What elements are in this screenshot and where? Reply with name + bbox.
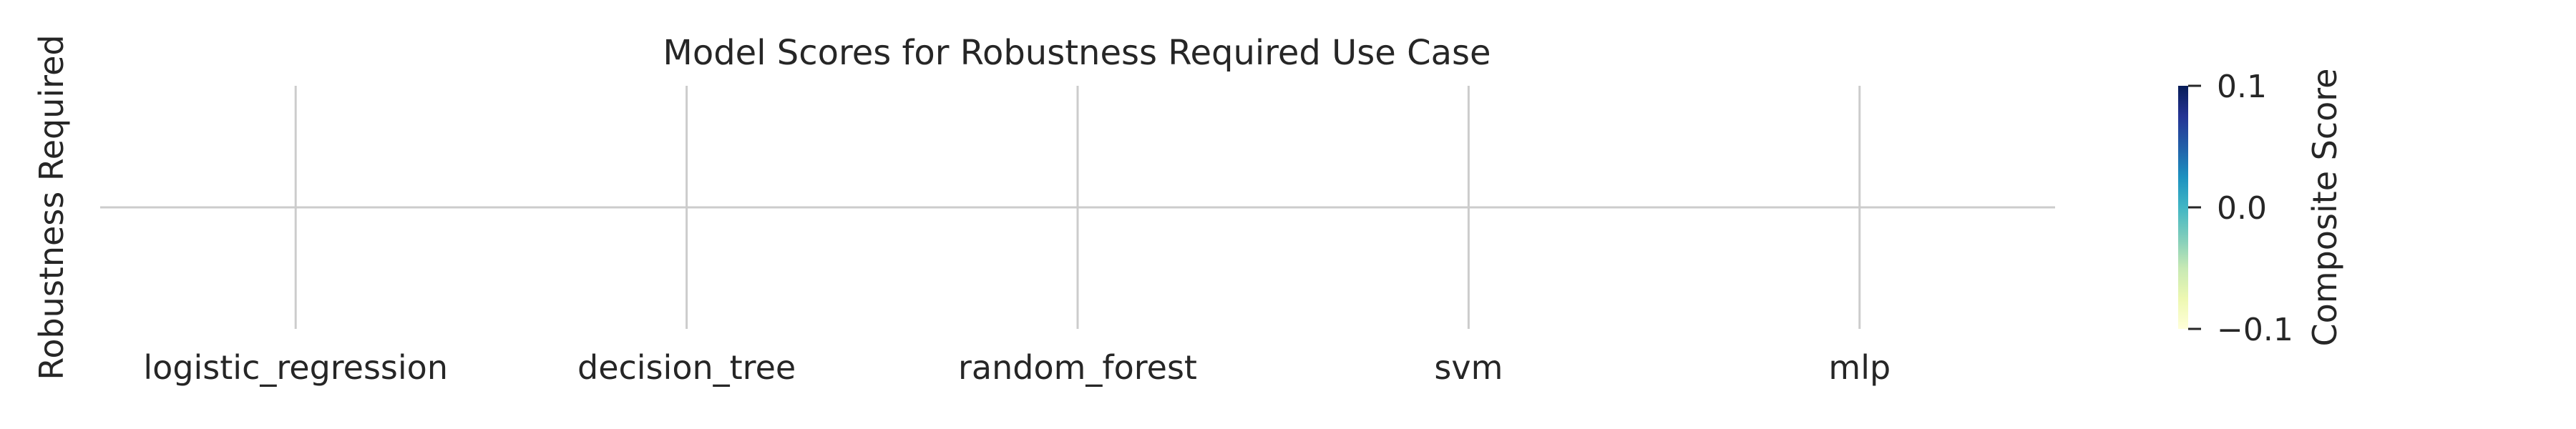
column-label: mlp	[1828, 348, 1890, 387]
colorbar: 0.1 0.0 −0.1 Composite Score	[2178, 69, 2344, 348]
colorbar-tick-label: 0.0	[2217, 190, 2267, 227]
colorbar-tick-label: 0.1	[2217, 69, 2267, 105]
colorbar-tick-label: −0.1	[2217, 312, 2293, 348]
row-label: Robustness Required	[32, 34, 71, 380]
column-label: random_forest	[958, 348, 1197, 387]
plot-area	[100, 86, 2055, 329]
row-labels: Robustness Required	[32, 34, 71, 380]
column-label: svm	[1434, 348, 1503, 387]
chart-title: Model Scores for Robustness Required Use…	[663, 33, 1491, 73]
column-label: decision_tree	[577, 348, 796, 387]
column-label: logistic_regression	[143, 348, 448, 387]
colorbar-gradient	[2178, 86, 2188, 329]
colorbar-label: Composite Score	[2306, 69, 2344, 347]
colorbar-ticks: 0.1 0.0 −0.1	[2188, 69, 2293, 348]
column-labels: logistic_regression decision_tree random_f…	[143, 348, 1890, 387]
